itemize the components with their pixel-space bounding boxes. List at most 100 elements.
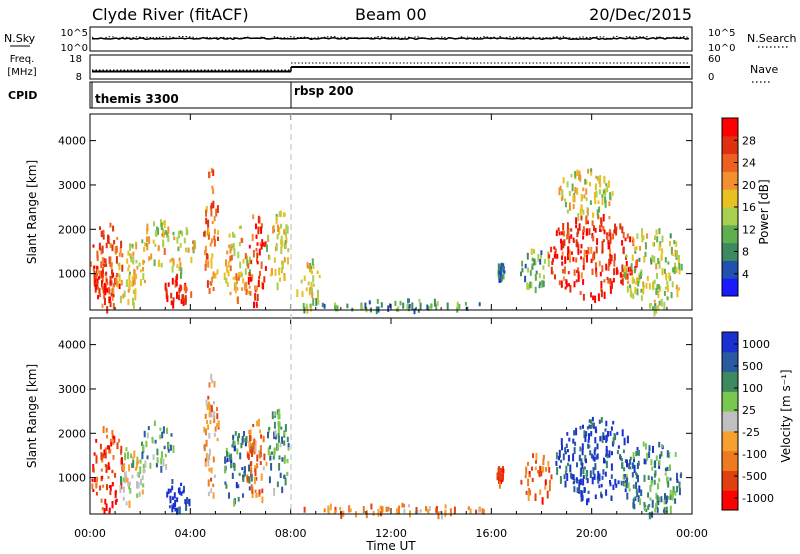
data-cell [663,290,666,296]
data-cell [380,302,383,308]
data-cell [138,262,141,267]
data-cell [224,456,227,464]
data-cell [99,293,101,298]
data-cell [652,280,655,289]
data-cell [185,247,188,253]
data-cell [635,481,638,489]
data-cell [406,304,409,310]
data-cell [613,433,616,441]
data-cell [612,420,615,425]
data-cell [132,256,135,265]
data-cell [577,213,580,221]
data-cell [500,479,502,484]
data-cell [582,187,585,192]
data-cell [591,422,594,428]
data-cell [104,297,106,306]
data-cell [601,197,604,206]
data-cell [572,194,575,203]
data-cell [154,230,157,237]
data-cell [120,445,123,454]
data-cell [146,242,149,251]
data-cell [636,259,639,267]
data-cell [616,449,619,455]
data-cell [606,453,609,459]
data-cell [167,449,170,453]
data-cell [664,257,667,263]
data-cell [238,225,241,230]
data-cell [568,437,571,442]
data-cell [104,498,107,505]
data-cell [594,227,597,233]
data-cell [526,252,529,260]
data-cell [98,242,101,251]
data-cell [262,283,265,290]
data-cell [579,250,582,254]
data-cell [615,483,618,488]
data-cell [669,505,672,514]
data-cell [676,289,679,298]
data-cell [531,264,534,270]
data-cell [598,419,601,424]
power-colorbar-tick: 16 [742,201,756,214]
data-cell [648,512,651,520]
data-cell [573,281,576,288]
data-cell [160,222,163,230]
data-cell [566,449,569,453]
data-cell [124,471,127,479]
data-cell [589,182,591,187]
data-cell [558,449,561,458]
data-cell [586,208,589,214]
data-cell [109,301,112,308]
data-cell [241,238,244,243]
data-cell [120,464,123,468]
data-cell [595,267,598,274]
data-cell [665,495,668,503]
data-cell [108,507,111,512]
data-cell [591,476,594,485]
data-cell [370,503,373,510]
data-cell [575,239,578,247]
data-cell [107,475,110,479]
velocity-colorbar: Velocity [m s⁻¹] 100050010025-25-100-500… [721,331,793,511]
data-cell [108,466,111,470]
data-cell [604,200,607,208]
data-cell [617,480,620,485]
data-cell [534,466,537,470]
data-cell [558,465,561,469]
data-cell [115,256,118,264]
data-cell [671,490,674,497]
data-cell [143,246,146,252]
data-cell [402,302,405,309]
data-cell [143,430,146,438]
data-cell [539,465,542,472]
data-cell [580,244,583,249]
data-cell [617,445,620,449]
data-cell [543,274,545,280]
data-cell [656,272,658,279]
data-cell [555,452,558,460]
data-cell [132,251,135,257]
data-cell [635,473,638,479]
data-cell [273,257,276,263]
cpid-segment-2: rbsp 200 [294,84,353,98]
data-cell [668,272,671,280]
data-cell [168,505,171,509]
data-cell [362,506,365,513]
data-cell [277,224,279,232]
data-cell [670,292,673,299]
data-cell [240,225,242,229]
data-cell [210,488,213,493]
data-cell [633,457,635,463]
data-cell [594,426,597,433]
data-cell [565,443,568,448]
data-cell [129,253,132,258]
data-cell [208,382,211,388]
data-cell [652,241,655,246]
power-colorbar-tick: 4 [742,268,749,281]
data-cell [153,259,156,267]
data-cell [621,429,624,437]
data-cell [103,449,106,456]
data-cell [652,306,654,310]
data-cell [576,462,578,468]
